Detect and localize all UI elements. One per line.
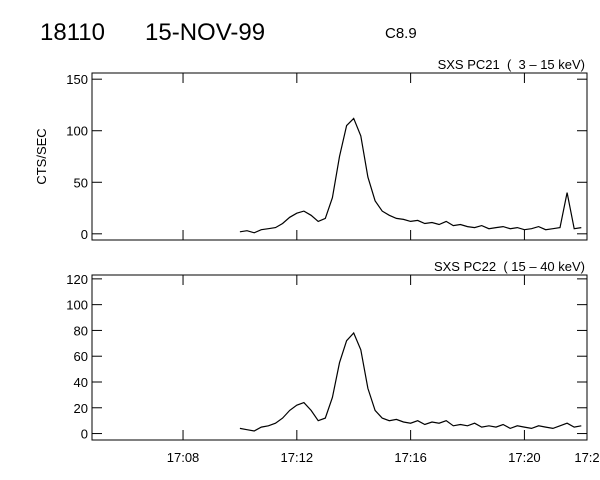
x-tick-label: 17:20: [508, 450, 541, 465]
y-tick-label: 40: [74, 375, 88, 390]
data-line: [239, 331, 582, 432]
y-tick-label: 100: [66, 298, 88, 313]
x-tick-label: 17:12: [281, 450, 314, 465]
flare-class: C8.9: [385, 25, 417, 42]
event-date: 15-NOV-99: [145, 19, 265, 46]
y-tick-label: 100: [66, 124, 88, 139]
plot-frame: [91, 274, 588, 441]
y-tick-label: 60: [74, 349, 88, 364]
y-tick-label: 120: [66, 272, 88, 287]
x-tick-label: 17:16: [394, 450, 427, 465]
x-tick-label: 17:2: [574, 450, 599, 465]
y-axis-label: CTS/SEC: [34, 128, 49, 184]
y-tick-label: 0: [81, 427, 88, 442]
panel-subtitle: SXS PC22 ( 15 – 40 keV): [434, 259, 585, 274]
y-tick-label: 80: [74, 323, 88, 338]
plot-frame: [91, 72, 588, 241]
y-tick-label: 0: [81, 227, 88, 242]
y-tick-label: 50: [74, 175, 88, 190]
data-line: [239, 117, 582, 234]
y-tick-label: 150: [66, 72, 88, 87]
x-tick-label: 17:08: [167, 450, 200, 465]
y-tick-label: 20: [74, 401, 88, 416]
event-id: 18110: [40, 19, 105, 46]
panel-subtitle: SXS PC21 ( 3 – 15 keV): [438, 57, 585, 72]
